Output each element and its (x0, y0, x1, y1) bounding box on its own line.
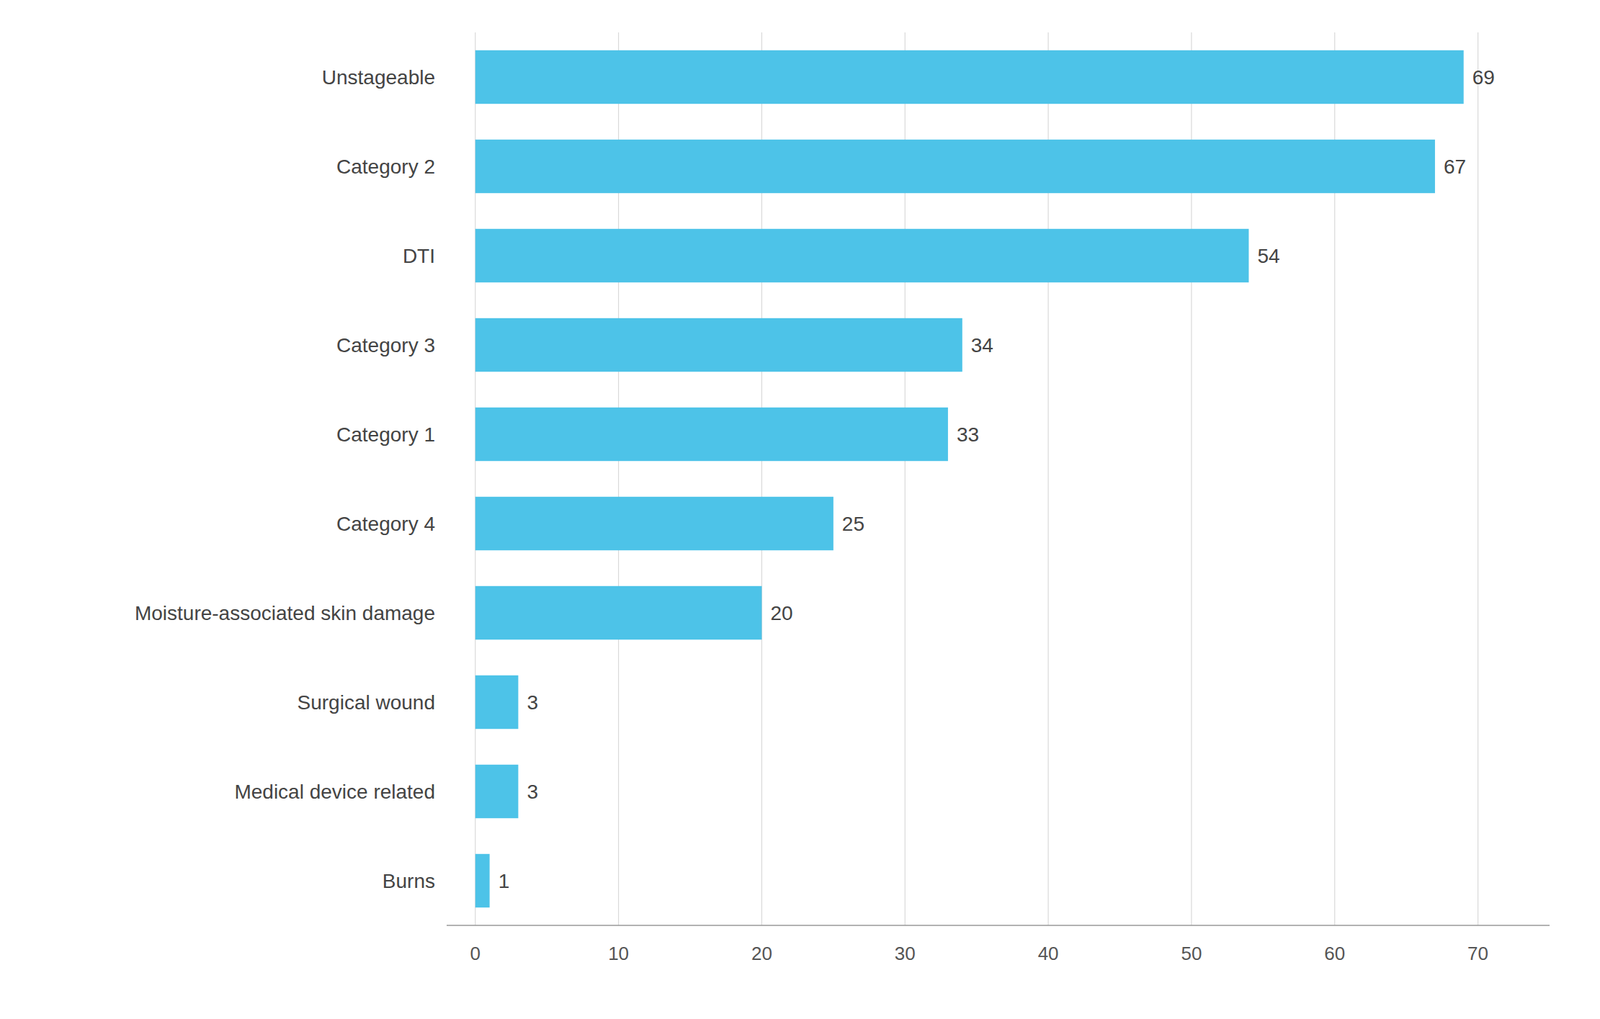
bar (475, 675, 519, 730)
bar (475, 229, 1250, 283)
chart-container: 01020304050607013320253334546769BurnsMed… (0, 0, 1600, 1019)
x-tick-label: 10 (608, 942, 629, 965)
category-label: Medical device related (234, 780, 436, 804)
data-label: 33 (956, 423, 980, 446)
x-ticks: 0 10 20 30 40 50 60 70 (470, 942, 1490, 965)
bar (475, 586, 763, 640)
data-label: 67 (1443, 155, 1467, 178)
data-label: 1 (498, 870, 511, 893)
data-label: 20 (770, 602, 793, 625)
x-tick-label: 0 (470, 942, 481, 965)
category-labels: Burns Medical device related Surgical woun… (134, 66, 436, 893)
bar (475, 139, 1436, 194)
chart-svg: 01020304050607013320253334546769BurnsMed… (0, 0, 1600, 1019)
bar (475, 765, 519, 819)
page: {"chart_data": {"type": "bar", "orientat… (0, 0, 1600, 1019)
x-axis-line (446, 924, 1550, 927)
x-tick-label: 40 (1038, 942, 1059, 965)
data-label: 3 (526, 780, 539, 804)
category-label: Category 2 (336, 155, 436, 178)
category-label: DTI (402, 244, 436, 268)
x-tick-label: 20 (751, 942, 773, 965)
category-label: Category 4 (336, 512, 436, 536)
bar (475, 50, 1464, 104)
category-label: Category 3 (336, 334, 436, 357)
data-label: 3 (526, 691, 539, 714)
bar (475, 497, 834, 551)
data-label: 34 (971, 334, 994, 357)
data-label: 69 (1472, 66, 1495, 89)
bar (475, 318, 963, 372)
bar (475, 407, 949, 462)
data-label: 54 (1257, 244, 1280, 268)
category-label: Category 1 (336, 423, 436, 446)
bars (475, 50, 1464, 908)
x-tick-label: 50 (1180, 942, 1202, 965)
x-tick-label: 70 (1467, 942, 1489, 965)
x-tick-label: 30 (894, 942, 916, 965)
grid (475, 32, 1479, 926)
category-label: Surgical wound (297, 691, 436, 714)
category-label: Burns (382, 870, 436, 893)
category-label: Moisture-associated skin damage (134, 602, 436, 625)
grid-line (1477, 32, 1479, 926)
data-labels: 13320253334546769 (498, 66, 1495, 893)
x-tick-label: 60 (1324, 942, 1345, 965)
data-label: 25 (842, 512, 865, 536)
category-label: Unstageable (322, 66, 436, 89)
bar (475, 854, 490, 908)
